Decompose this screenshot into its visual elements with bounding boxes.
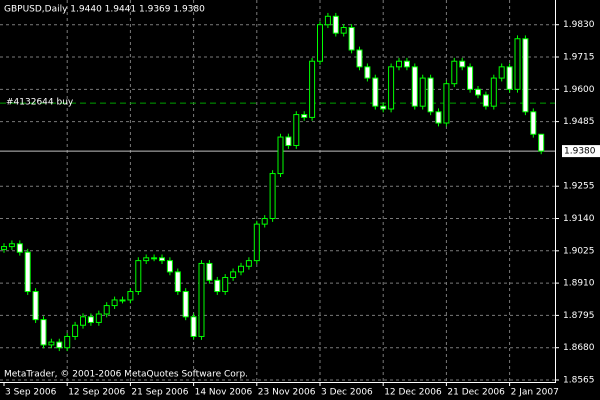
candle-body [182, 291, 189, 318]
candle-body [309, 60, 316, 118]
candle-body [269, 173, 276, 220]
y-tick-label: 1.9025 [563, 246, 595, 256]
y-tick-label: 1.9830 [563, 20, 595, 30]
y-tick-label: 1.8910 [563, 279, 595, 289]
candle-body [317, 24, 323, 62]
price-label: 1.9380 [564, 147, 596, 157]
candle-body [119, 299, 126, 302]
candle-body [1, 246, 7, 250]
candle-body [198, 262, 205, 337]
candle-body [301, 114, 308, 118]
x-tick-label: 14 Nov 2006 [195, 388, 253, 398]
candle-body [230, 271, 237, 278]
candle-body [514, 38, 521, 90]
candle-body [174, 271, 181, 293]
candle-body [419, 77, 426, 107]
order-label: #4132644 buy [6, 98, 74, 108]
candle-body [498, 66, 505, 79]
candle-body [32, 291, 39, 321]
candle-body [8, 243, 15, 248]
candle-body [56, 341, 63, 349]
candle-body [16, 243, 23, 253]
candle-body [482, 94, 489, 107]
candle-body [253, 223, 260, 262]
x-tick-label: 2 Jan 2007 [511, 388, 559, 398]
candle-body [151, 257, 158, 260]
candle-body [48, 341, 55, 346]
candle-body [206, 262, 213, 281]
candle-body [143, 257, 150, 262]
candle-body [396, 60, 402, 68]
candle-body [277, 136, 284, 175]
candle-body [340, 27, 347, 34]
price-label-box [562, 145, 600, 158]
candle-body [475, 88, 481, 96]
x-tick-label: 3 Sep 2006 [5, 388, 57, 398]
candle-body [190, 316, 197, 337]
candle-body [530, 111, 537, 135]
candle-body [443, 83, 450, 124]
candle-body [332, 15, 339, 34]
candle-body [80, 316, 86, 326]
candle-body [427, 77, 434, 113]
candle-body [95, 313, 102, 323]
candle-body [40, 319, 47, 346]
candle-body [451, 60, 458, 85]
candle-body [459, 60, 466, 68]
candle-body [87, 316, 94, 323]
candle-body [324, 15, 331, 26]
y-tick-label: 1.9255 [563, 182, 595, 192]
candle-body [135, 260, 142, 293]
x-tick-label: 21 Dec 2006 [447, 388, 505, 398]
candle-body [380, 105, 387, 110]
copyright: MetaTrader, © 2001-2006 MetaQuotes Softw… [4, 370, 248, 380]
candle-body [103, 305, 110, 315]
candle-body [348, 27, 355, 51]
candle-body [238, 265, 244, 273]
y-tick-label: 1.9140 [563, 214, 595, 224]
candle-body [285, 136, 292, 146]
x-tick-label: 3 Dec 2006 [321, 388, 373, 398]
candle-body [293, 114, 300, 146]
candle-body [411, 66, 418, 107]
candle-body [166, 260, 173, 273]
candle-body [159, 257, 165, 262]
x-tick-label: 12 Dec 2006 [384, 388, 442, 398]
candle-body [522, 38, 529, 113]
y-tick-label: 1.8795 [563, 311, 595, 321]
candle-body [111, 299, 118, 307]
candle-body [506, 66, 513, 90]
x-tick-label: 12 Sep 2006 [68, 388, 125, 398]
candle-body [490, 77, 497, 107]
candle-body [72, 324, 79, 337]
candle-body [214, 279, 221, 293]
y-tick-label: 1.9485 [563, 117, 595, 127]
candle-body [538, 133, 545, 152]
candle-body [222, 276, 229, 293]
y-tick-label: 1.9715 [563, 53, 595, 63]
candle-body [467, 66, 474, 90]
chart-title: GBPUSD,Daily 1.9440 1.9441 1.9369 1.9380 [4, 5, 205, 15]
y-tick-label: 1.8565 [563, 376, 595, 386]
candle-body [24, 251, 31, 293]
candle-body [64, 335, 71, 349]
candle-body [356, 49, 363, 68]
candle-body [388, 66, 395, 110]
candle-body [403, 60, 410, 68]
candle-body [261, 218, 268, 225]
x-tick-label: 23 Nov 2006 [258, 388, 316, 398]
candle-body [127, 291, 134, 301]
candle-body [435, 111, 442, 124]
y-tick-label: 1.8680 [563, 343, 595, 353]
candle-body [372, 77, 379, 107]
y-tick-label: 1.9600 [563, 85, 595, 95]
x-tick-label: 21 Sep 2006 [131, 388, 188, 398]
candle-body [364, 66, 371, 79]
candle-body [245, 260, 252, 267]
